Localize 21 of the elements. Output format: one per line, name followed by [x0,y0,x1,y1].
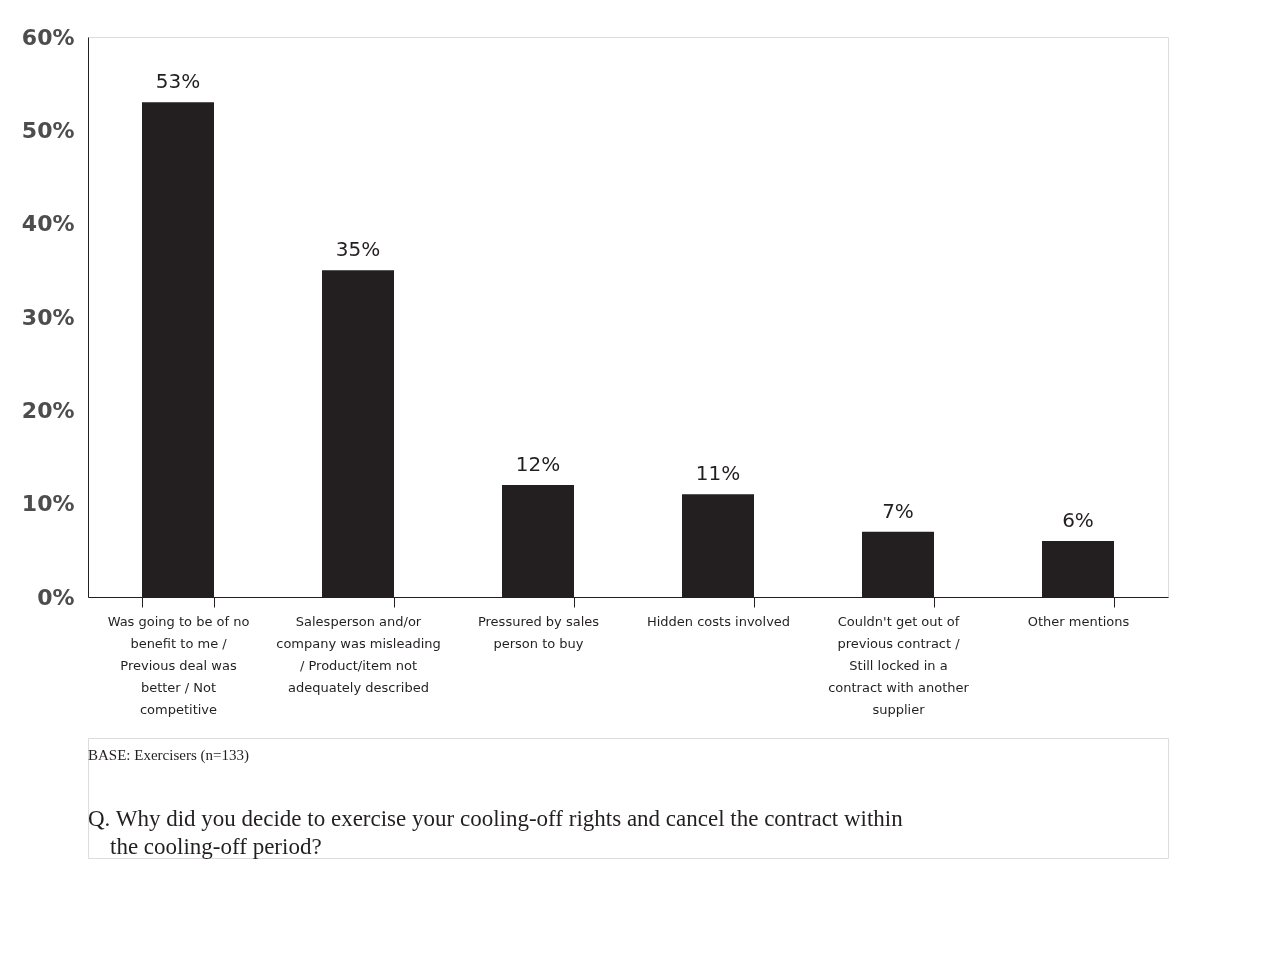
data-label: 7% [882,498,914,523]
x-tick-label: Was going to be of no benefit to me / Previous deal was better / Not competitive [107,613,250,717]
x-tick-label: Other mentions [1027,613,1130,629]
data-label: 12% [515,452,561,476]
text: BASE: Exercisers (n=133) [88,747,249,764]
y-tick-label: 0% [37,584,75,610]
y-tick-label: 40% [21,211,75,237]
x-tick-label: Salesperson and/or company was misleading / Product/item not adequately described [276,613,441,695]
data-label: 35% [335,237,381,262]
y-tick-label: 30% [21,304,75,330]
y-tick-label: 50% [21,117,75,143]
data-label: 53% [155,69,201,94]
y-tick-label: 20% [21,397,75,423]
x-tick-label: Pressured by sales person to buy [477,613,600,651]
text: Q. Why did you decide to exercise your cooling-off rights and cancel the contract within the cooling-off period? [88,806,904,859]
data-label: 11% [695,461,741,486]
y-tick-label: 60% [21,24,75,50]
x-tick-label: Couldn't get out of previous contract / Still locked in a contract with another supplier [828,613,970,717]
y-tick-label: 10% [21,491,75,517]
x-tick-label: Hidden costs involved [646,613,791,629]
data-label: 6% [1062,508,1094,532]
